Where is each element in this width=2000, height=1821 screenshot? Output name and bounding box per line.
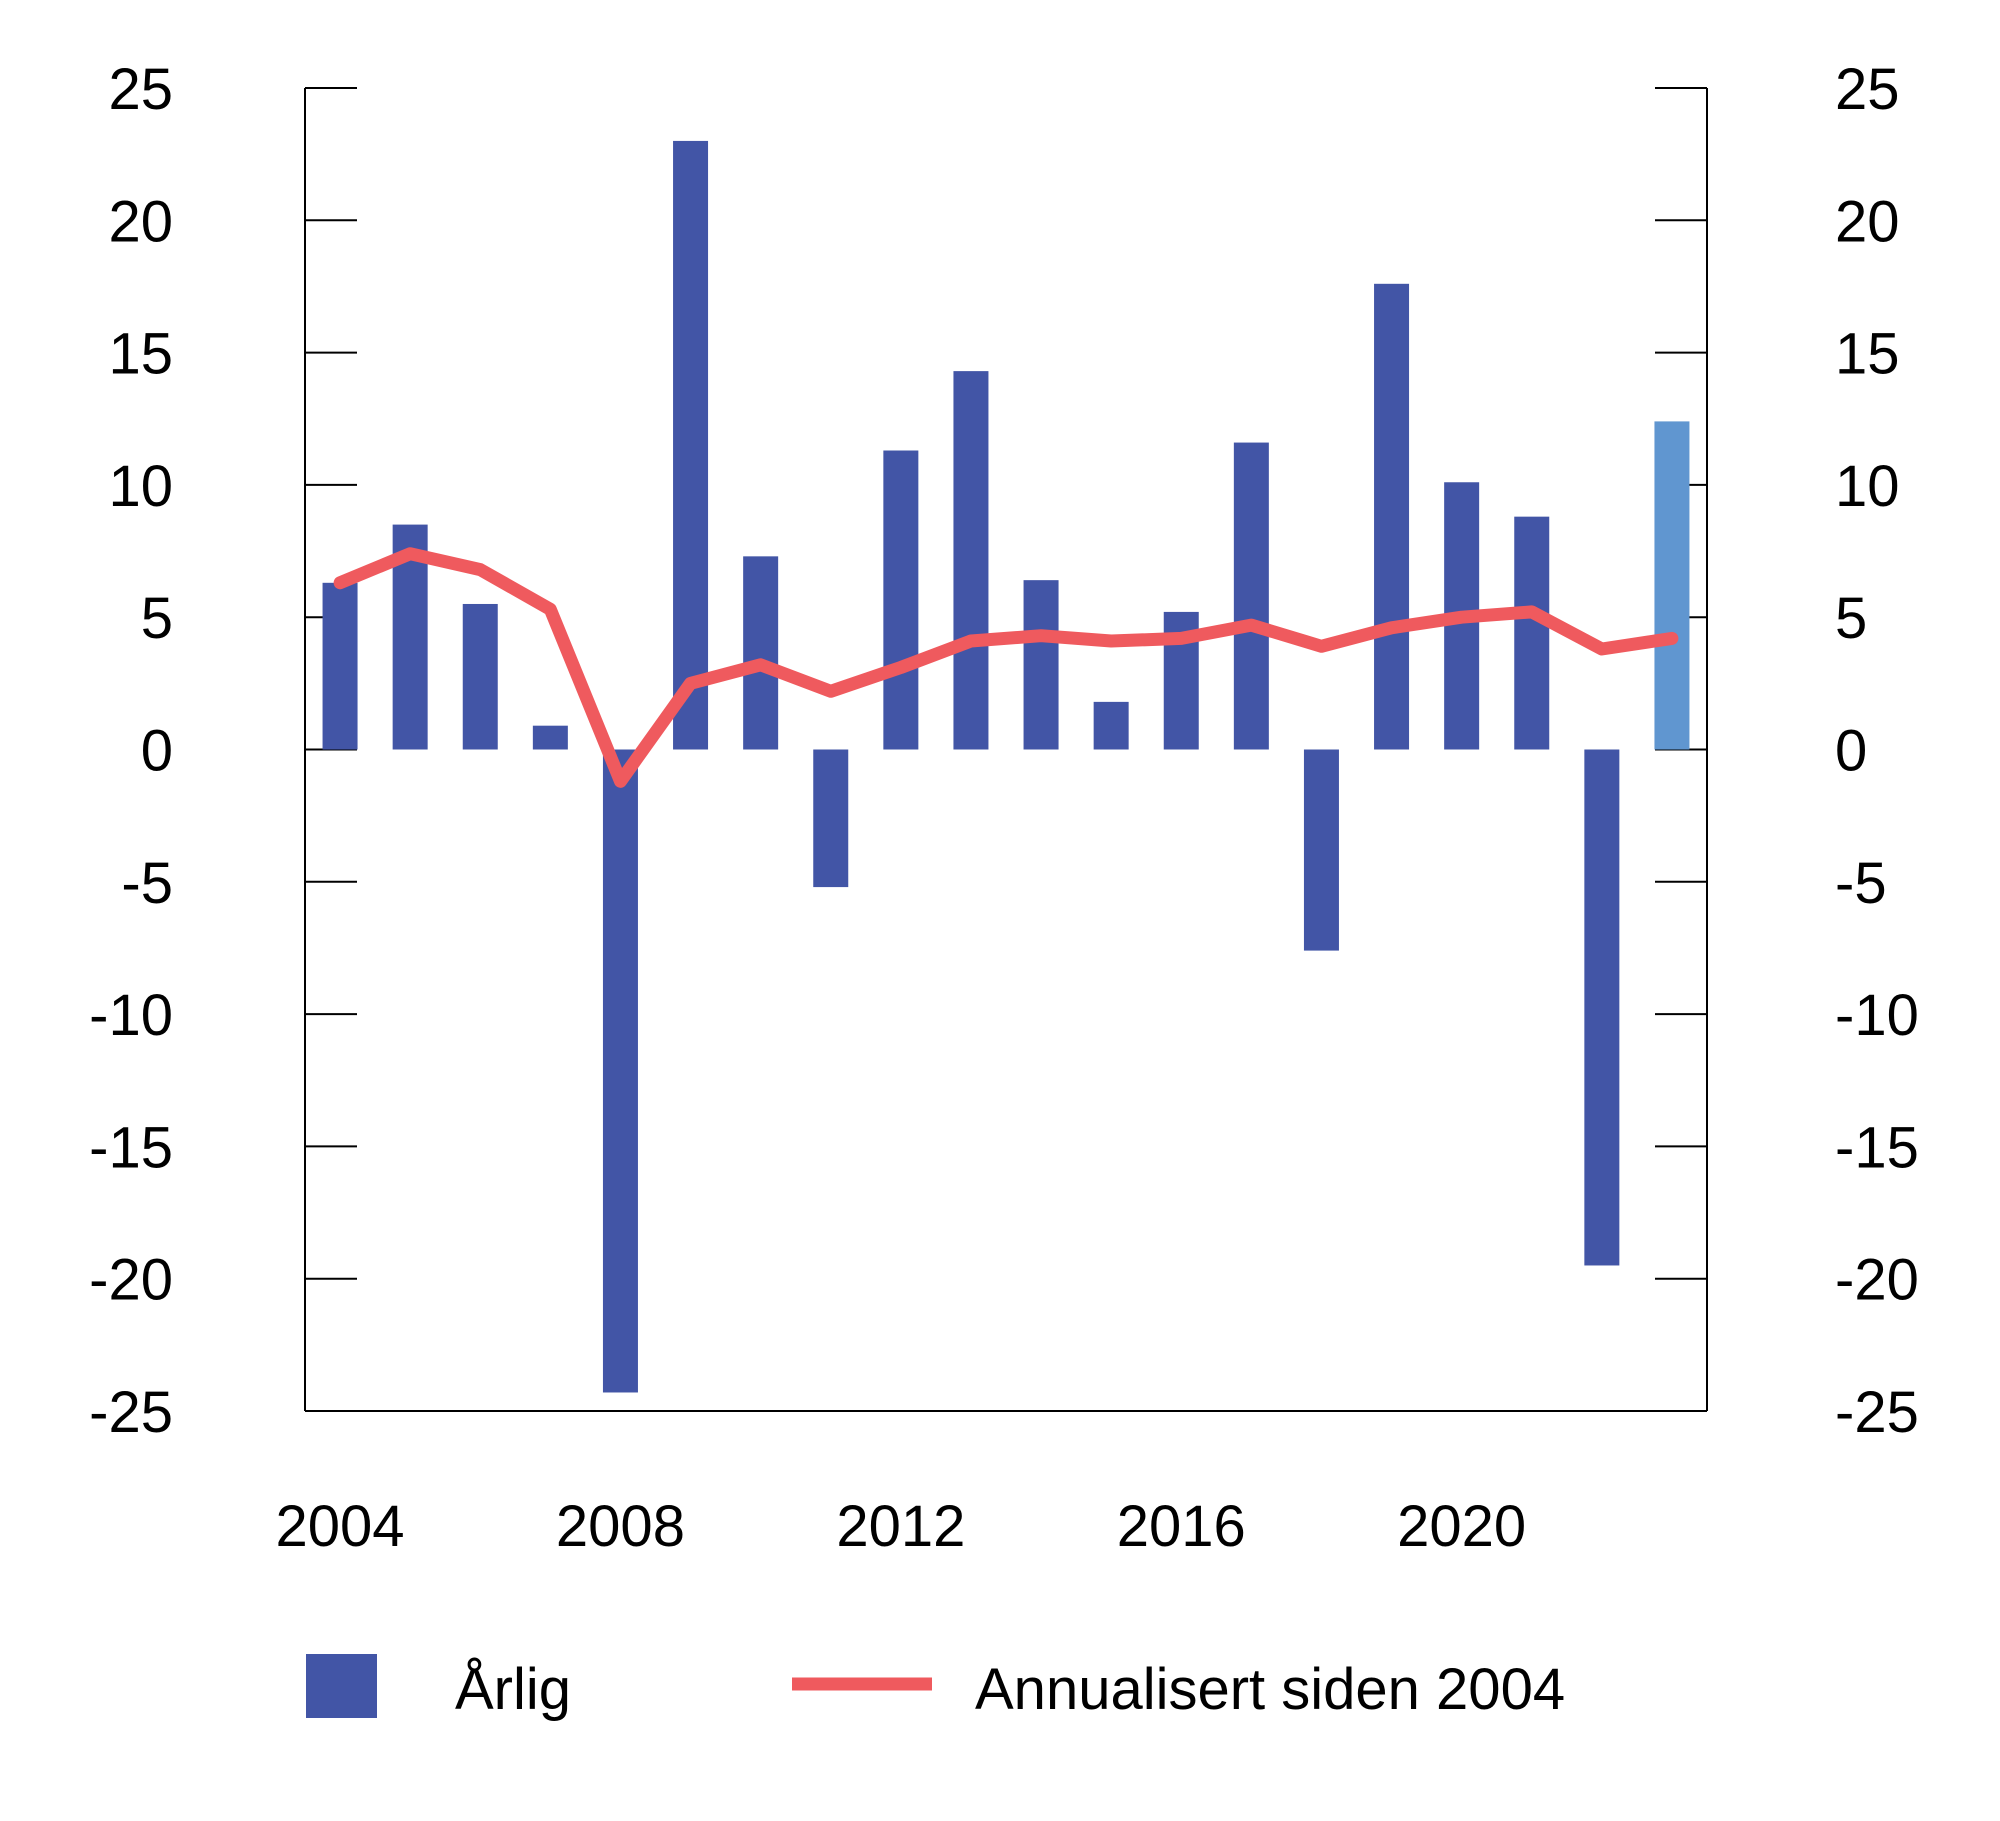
bar-2006 bbox=[462, 603, 498, 750]
bar-2014 bbox=[1023, 580, 1059, 750]
bar-2011 bbox=[813, 749, 849, 888]
bar-2008 bbox=[602, 749, 638, 1393]
y-tick-label-left: 0 bbox=[141, 719, 173, 784]
y-tick-label-right: 0 bbox=[1835, 719, 1867, 784]
y-tick-label-left: -25 bbox=[89, 1380, 173, 1445]
x-tick-label: 2020 bbox=[1397, 1494, 1526, 1559]
bar-2021 bbox=[1514, 516, 1550, 750]
y-tick-label-left: -15 bbox=[89, 1115, 173, 1180]
x-tick-label: 2008 bbox=[556, 1494, 685, 1559]
y-tick-label-left: 25 bbox=[108, 57, 173, 122]
y-tick-label-right: 10 bbox=[1835, 454, 1900, 519]
y-tick-label-right: 25 bbox=[1835, 57, 1900, 122]
y-tick-label-left: 20 bbox=[108, 189, 173, 254]
y-tick-label-left: 5 bbox=[141, 586, 173, 651]
bar-2004 bbox=[322, 582, 358, 750]
bar-2007 bbox=[532, 725, 568, 750]
bar-2023 bbox=[1654, 421, 1690, 750]
y-tick-label-right: 15 bbox=[1835, 322, 1900, 387]
y-tick-label-left: -5 bbox=[121, 851, 173, 916]
x-tick-label: 2004 bbox=[276, 1494, 405, 1559]
bar-2009 bbox=[673, 140, 709, 750]
legend-label-arlig: Årlig bbox=[455, 1657, 571, 1722]
legend-label-annualisert: Annualisert siden 2004 bbox=[975, 1657, 1565, 1722]
y-tick-label-right: -5 bbox=[1835, 851, 1887, 916]
x-tick-label: 2016 bbox=[1117, 1494, 1246, 1559]
bar-2022 bbox=[1584, 749, 1620, 1266]
bar-2012 bbox=[883, 450, 919, 750]
y-tick-label-left: -10 bbox=[89, 983, 173, 1048]
y-tick-label-left: 15 bbox=[108, 322, 173, 387]
y-tick-label-right: -20 bbox=[1835, 1248, 1919, 1313]
legend-swatch-arlig bbox=[306, 1654, 377, 1718]
y-tick-label-right: -25 bbox=[1835, 1380, 1919, 1445]
y-tick-label-left: -20 bbox=[89, 1248, 173, 1313]
bar-2018 bbox=[1303, 749, 1339, 951]
bar-series bbox=[322, 140, 1690, 1393]
x-tick-label: 2012 bbox=[836, 1494, 965, 1559]
y-tick-label-right: 5 bbox=[1835, 586, 1867, 651]
bar-2013 bbox=[953, 371, 989, 750]
bar-2010 bbox=[743, 556, 779, 750]
line-annualisert bbox=[333, 547, 1679, 788]
line-series bbox=[333, 547, 1679, 788]
y-tick-label-right: 20 bbox=[1835, 189, 1900, 254]
y-tick-label-right: -10 bbox=[1835, 983, 1919, 1048]
y-tick-label-left: 10 bbox=[108, 454, 173, 519]
axes bbox=[304, 87, 1708, 1412]
bar-2015 bbox=[1093, 701, 1129, 750]
y-tick-label-right: -15 bbox=[1835, 1115, 1919, 1180]
bar-2019 bbox=[1374, 283, 1410, 750]
bar-2017 bbox=[1233, 442, 1269, 750]
legend: Årlig Annualisert siden 2004 bbox=[306, 1654, 1565, 1722]
